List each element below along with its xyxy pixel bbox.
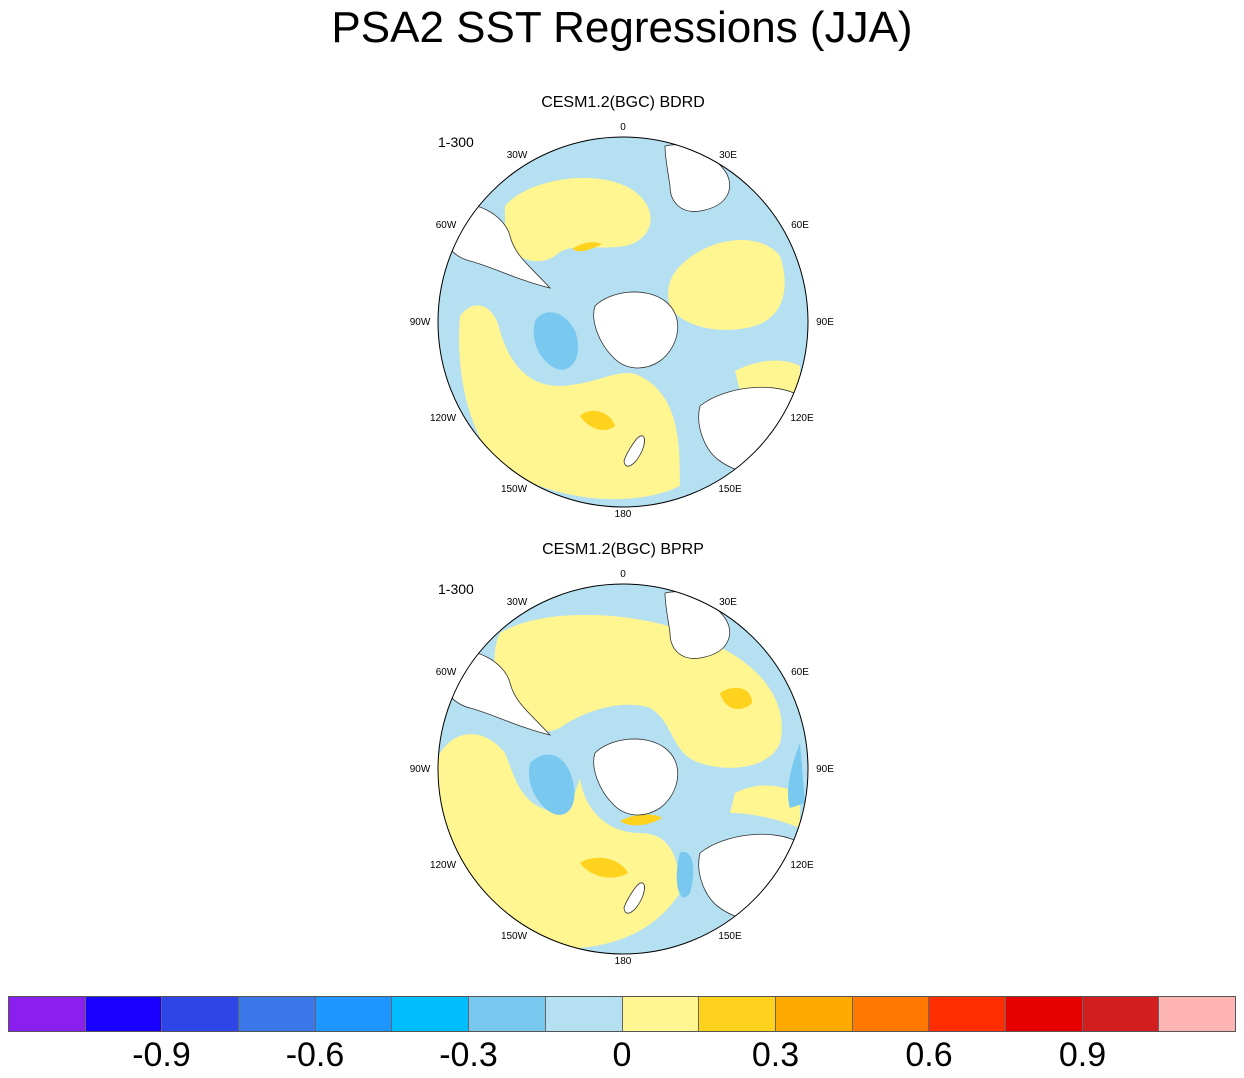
sst-positive-strong: [720, 687, 752, 709]
lon-label-150w: 150W: [501, 931, 528, 942]
lon-label-0: 0: [620, 569, 626, 580]
sst-positive-region: [735, 360, 800, 396]
map-panel-bprp: CESM1.2(BGC) BPRP 1-300 0 30E 60E 90E 12…: [380, 541, 866, 971]
lon-label-120w: 120W: [430, 413, 457, 424]
lon-label-120e: 120E: [790, 860, 814, 871]
panel-title: CESM1.2(BGC) BDRD: [541, 94, 705, 111]
polar-map: 0 30E 60E 90E 120E 150E 180 150W 120W 90…: [410, 569, 835, 967]
colorbar-swatch: [85, 997, 163, 1031]
colorbar-swatch: [929, 997, 1006, 1031]
land-antarctica: [593, 738, 679, 816]
sst-positive-region: [730, 785, 800, 828]
lon-label-60w: 60W: [436, 220, 457, 231]
colorbar-labels: -0.9 -0.6 -0.3 0 0.3 0.6 0.9: [8, 1034, 1236, 1076]
lon-label-30w: 30W: [507, 150, 528, 161]
colorbar-label: 0.6: [905, 1036, 953, 1074]
colorbar-swatch: [1005, 997, 1083, 1031]
lon-label-60w: 60W: [436, 667, 457, 678]
lon-label-90e: 90E: [816, 764, 834, 775]
colorbar-swatch: [9, 997, 86, 1031]
lon-label-90w: 90W: [410, 317, 431, 328]
lon-label-120w: 120W: [430, 860, 457, 871]
lon-label-150e: 150E: [718, 931, 742, 942]
sst-positive-region: [668, 239, 785, 330]
sst-positive-region: [459, 305, 680, 500]
colorbar-swatch: [775, 997, 853, 1031]
lon-label-90e: 90E: [816, 317, 834, 328]
lon-label-180: 180: [615, 956, 632, 967]
sst-negative-strong: [533, 312, 579, 370]
map-panel-bdrd: CESM1.2(BGC) BDRD 1-300 0 30E 60E 90E 12…: [380, 94, 866, 524]
colorbar-swatch: [1159, 997, 1235, 1031]
page-title: PSA2 SST Regressions (JJA): [331, 3, 913, 52]
lon-label-180: 180: [615, 509, 632, 520]
colorbar: [8, 996, 1236, 1032]
sst-positive-strong: [580, 857, 628, 878]
colorbar-swatch: [545, 997, 623, 1031]
sst-negative-strong: [676, 852, 694, 898]
colorbar-swatch: [162, 997, 240, 1031]
sst-negative-strong: [528, 754, 575, 815]
land-south-america: [438, 202, 552, 289]
sst-positive-strong: [620, 814, 662, 826]
lon-label-30e: 30E: [719, 597, 737, 608]
map-boundary: [437, 136, 809, 508]
colorbar-swatch: [392, 997, 470, 1031]
colorbar-swatch: [239, 997, 316, 1031]
sst-negative-strong: [788, 743, 805, 808]
lon-label-150e: 150E: [718, 484, 742, 495]
lon-label-150w: 150W: [501, 484, 528, 495]
lon-label-30e: 30E: [719, 150, 737, 161]
panel-title: CESM1.2(BGC) BPRP: [542, 541, 704, 558]
colorbar-swatch: [852, 997, 930, 1031]
lon-label-60e: 60E: [791, 220, 809, 231]
land-south-america: [438, 649, 552, 736]
lon-label-90w: 90W: [410, 764, 431, 775]
colorbar-label: -0.9: [132, 1036, 191, 1074]
sst-positive-region: [505, 177, 651, 262]
colorbar-label: -0.3: [439, 1036, 498, 1074]
polar-map: 0 30E 60E 90E 120E 150E 180 150W 120W 90…: [410, 122, 835, 520]
colorbar-label: 0.9: [1058, 1036, 1107, 1074]
colorbar-swatch: [469, 997, 546, 1031]
panel-years: 1-300: [438, 134, 474, 150]
sst-positive-strong: [572, 242, 602, 252]
land-antarctica: [593, 291, 679, 369]
colorbar-swatch: [315, 997, 393, 1031]
lon-label-0: 0: [620, 122, 626, 133]
land-new-zealand: [623, 882, 645, 914]
colorbar-label: 0: [612, 1036, 632, 1074]
sst-positive-region: [438, 734, 680, 948]
lon-label-120e: 120E: [790, 413, 814, 424]
colorbar-swatch: [699, 997, 776, 1031]
lon-label-30w: 30W: [507, 597, 528, 608]
colorbar-label: 0.3: [751, 1036, 800, 1074]
land-new-zealand: [623, 435, 645, 467]
map-boundary: [437, 583, 809, 955]
sst-positive-strong: [580, 410, 615, 431]
panel-years: 1-300: [438, 581, 474, 597]
colorbar-swatch: [1082, 997, 1160, 1031]
colorbar-swatch: [622, 997, 700, 1031]
colorbar-label: -0.6: [285, 1036, 345, 1074]
lon-label-60e: 60E: [791, 667, 809, 678]
